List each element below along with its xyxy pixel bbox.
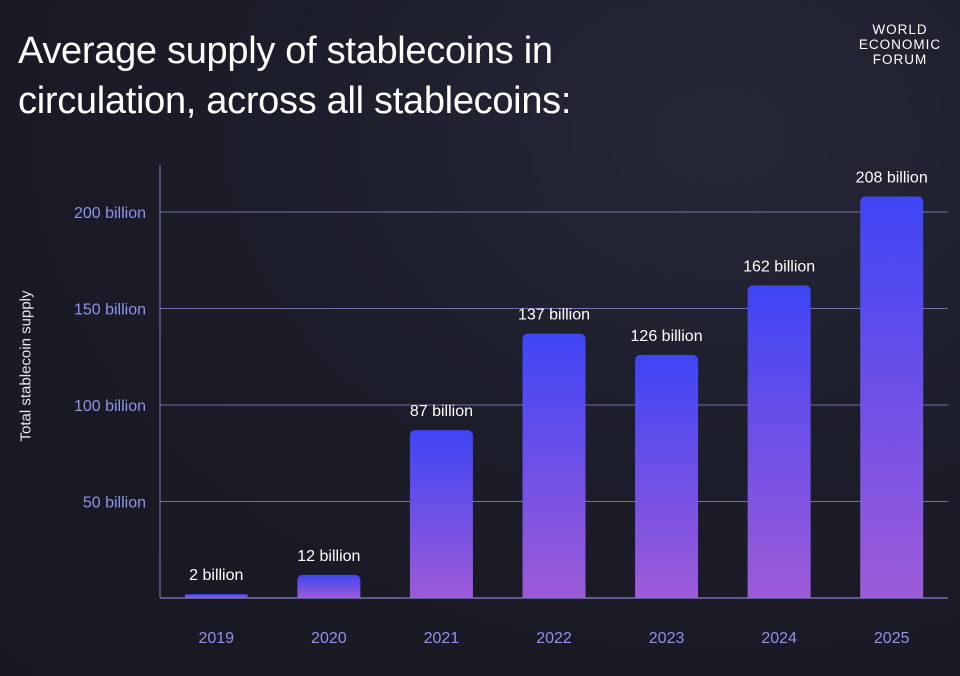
bar-2025 [860, 196, 924, 598]
x-tick-label-2022: 2022 [536, 630, 572, 647]
y-tick-label: 100 billion [74, 398, 146, 415]
value-label-2022: 137 billion [518, 307, 590, 324]
bar-2021 [409, 430, 473, 598]
chart-title: Average supply of stablecoins in circula… [18, 26, 778, 126]
x-tick-label-2025: 2025 [874, 630, 910, 647]
world-economic-forum-logo: WORLD ECONOMIC FORUM [850, 22, 950, 67]
x-tick-label-2021: 2021 [424, 630, 460, 647]
logo-line-2: ECONOMIC [858, 37, 942, 52]
value-labels: 2 billion 12 billion 87 billion 137 billion… [189, 170, 928, 585]
value-label-2020: 12 billion [297, 548, 360, 565]
value-label-2025: 208 billion [856, 170, 928, 187]
x-tick-label-2023: 2023 [649, 630, 685, 647]
x-tick-label-2019: 2019 [198, 630, 234, 647]
chart-title-line-1: Average supply of stablecoins in [18, 30, 553, 72]
bars [184, 196, 924, 598]
x-tick-label-2024: 2024 [761, 630, 797, 647]
value-label-2021: 87 billion [410, 403, 473, 420]
y-tick-label: 50 billion [83, 495, 146, 512]
bar-2022 [522, 333, 586, 598]
value-label-2019: 2 billion [189, 567, 243, 584]
bar-2023 [635, 354, 699, 598]
value-label-2024: 162 billion [743, 258, 815, 275]
y-tick-label: 150 billion [74, 302, 146, 319]
bar-2019 [184, 594, 248, 598]
bar-2020 [297, 574, 361, 598]
bar-2024 [747, 285, 811, 598]
x-tick-label-2020: 2020 [311, 630, 347, 647]
logo-line-3: FORUM [872, 52, 928, 67]
value-label-2023: 126 billion [631, 328, 703, 345]
logo-line-1: WORLD [872, 22, 928, 37]
chart-title-line-2: circulation, across all stablecoins: [18, 80, 572, 122]
y-tick-label: 200 billion [74, 205, 146, 222]
axis-tick-labels: 50 billion 100 billion 150 billion 200 bill… [74, 205, 910, 647]
